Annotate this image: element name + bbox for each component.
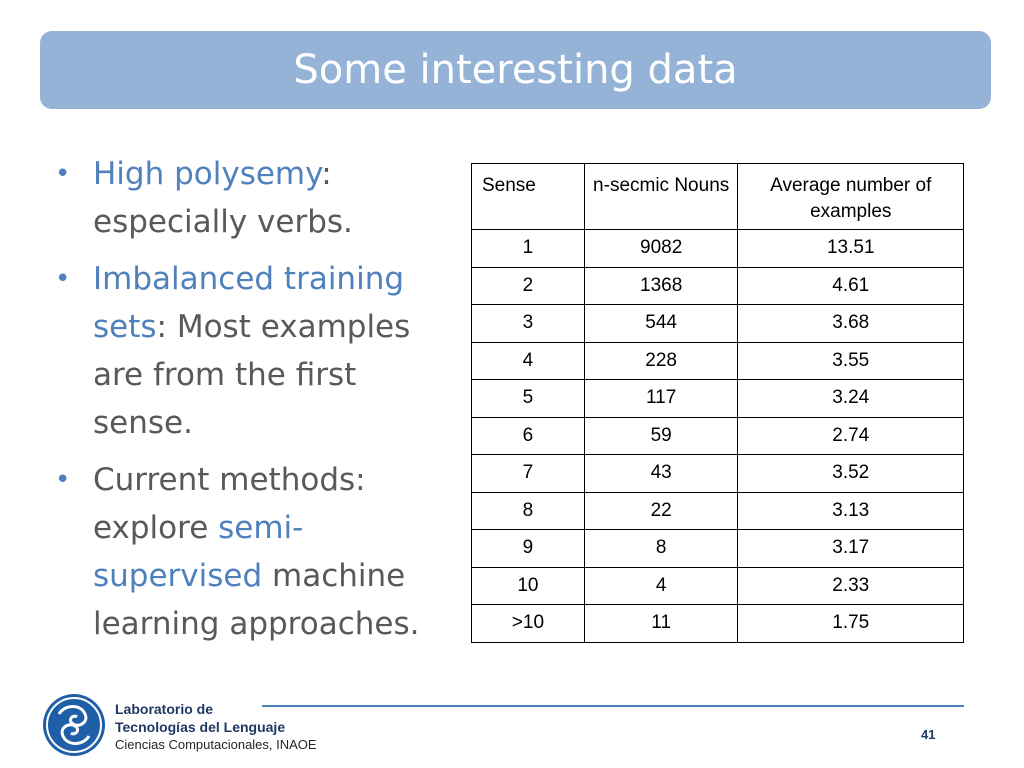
table-cell: 10 xyxy=(471,566,585,605)
table-cell: 4.61 xyxy=(737,266,964,305)
table-cell: 3.17 xyxy=(737,529,964,568)
table-cell: >10 xyxy=(471,604,585,643)
table-cell: 2.74 xyxy=(737,416,964,455)
table-cell: 9 xyxy=(471,529,585,568)
table-row: 1 9082 13.51 xyxy=(471,229,964,268)
spiral-logo-icon xyxy=(43,694,105,756)
table-cell: 5 xyxy=(471,379,585,418)
bullet-item: • Imbalanced training sets: Most examples… xyxy=(55,255,450,447)
table-cell: 59 xyxy=(583,416,739,455)
lab-name: Laboratorio de Tecnologías del Lenguaje … xyxy=(115,700,317,754)
table-cell: 6 xyxy=(471,416,585,455)
bullet-text: Current methods: explore xyxy=(93,462,366,546)
page-number: 41 xyxy=(921,727,936,742)
sense-data-table: Sense n-secmic Nouns Average number of e… xyxy=(471,163,964,643)
table-cell: 4 xyxy=(583,566,739,605)
table-cell: 228 xyxy=(583,341,739,380)
lab-line-3: Ciencias Computacionales, INAOE xyxy=(115,737,317,752)
table-header-row: Sense n-secmic Nouns Average number of e… xyxy=(471,163,964,230)
table-row: 3 544 3.68 xyxy=(471,304,964,343)
bullet-highlight: High polysemy xyxy=(93,156,322,192)
bullet-item: • Current methods: explore semi-supervise… xyxy=(55,456,450,648)
table-row: >10 11 1.75 xyxy=(471,604,964,643)
table-cell: 3.13 xyxy=(737,491,964,530)
table-row: 9 8 3.17 xyxy=(471,529,964,568)
table-cell: 7 xyxy=(471,454,585,493)
table-cell: 3.24 xyxy=(737,379,964,418)
table-cell: 544 xyxy=(583,304,739,343)
lab-line-2: Tecnologías del Lenguaje xyxy=(115,719,286,735)
table-row: 10 4 2.33 xyxy=(471,566,964,605)
table-cell: 22 xyxy=(583,491,739,530)
lab-line-1: Laboratorio de xyxy=(115,701,214,717)
title-bar: Some interesting data xyxy=(40,31,991,109)
table-row: 8 22 3.13 xyxy=(471,491,964,530)
table-cell: 3.52 xyxy=(737,454,964,493)
table-cell: 2 xyxy=(471,266,585,305)
table-cell: 4 xyxy=(471,341,585,380)
footer-divider xyxy=(262,705,964,707)
table-cell: 117 xyxy=(583,379,739,418)
table-cell: 3.68 xyxy=(737,304,964,343)
bullet-dot-icon: • xyxy=(55,159,71,189)
header-sense: Sense xyxy=(471,163,585,230)
table-cell: 13.51 xyxy=(737,229,964,268)
bullet-text: : Most examples are from the first sense… xyxy=(93,309,411,441)
table-cell: 1.75 xyxy=(737,604,964,643)
bullet-highlight: semi-supervised xyxy=(93,510,304,594)
table-row: 7 43 3.52 xyxy=(471,454,964,493)
table-cell: 8 xyxy=(583,529,739,568)
slide-title: Some interesting data xyxy=(293,47,738,93)
table-cell: 11 xyxy=(583,604,739,643)
bullet-text: machine learning approaches. xyxy=(93,558,420,642)
table-cell: 43 xyxy=(583,454,739,493)
bullet-item: • High polysemy: especially verbs. xyxy=(55,150,450,246)
bullet-text: : especially verbs. xyxy=(93,156,353,240)
table-row: 2 1368 4.61 xyxy=(471,266,964,305)
table-cell: 3 xyxy=(471,304,585,343)
table-cell: 8 xyxy=(471,491,585,530)
table-cell: 2.33 xyxy=(737,566,964,605)
table-row: 4 228 3.55 xyxy=(471,341,964,380)
table-cell: 1368 xyxy=(583,266,739,305)
table-cell: 3.55 xyxy=(737,341,964,380)
header-average: Average number of examples xyxy=(737,163,964,230)
bullet-list: • High polysemy: especially verbs. • Imbala… xyxy=(55,150,450,657)
table-row: 6 59 2.74 xyxy=(471,416,964,455)
header-nouns: n-secmic Nouns xyxy=(583,163,739,230)
table-cell: 9082 xyxy=(583,229,739,268)
bullet-dot-icon: • xyxy=(55,264,71,294)
table-row: 5 117 3.24 xyxy=(471,379,964,418)
bullet-highlight: Imbalanced training sets xyxy=(93,261,405,345)
bullet-dot-icon: • xyxy=(55,465,71,495)
table-cell: 1 xyxy=(471,229,585,268)
